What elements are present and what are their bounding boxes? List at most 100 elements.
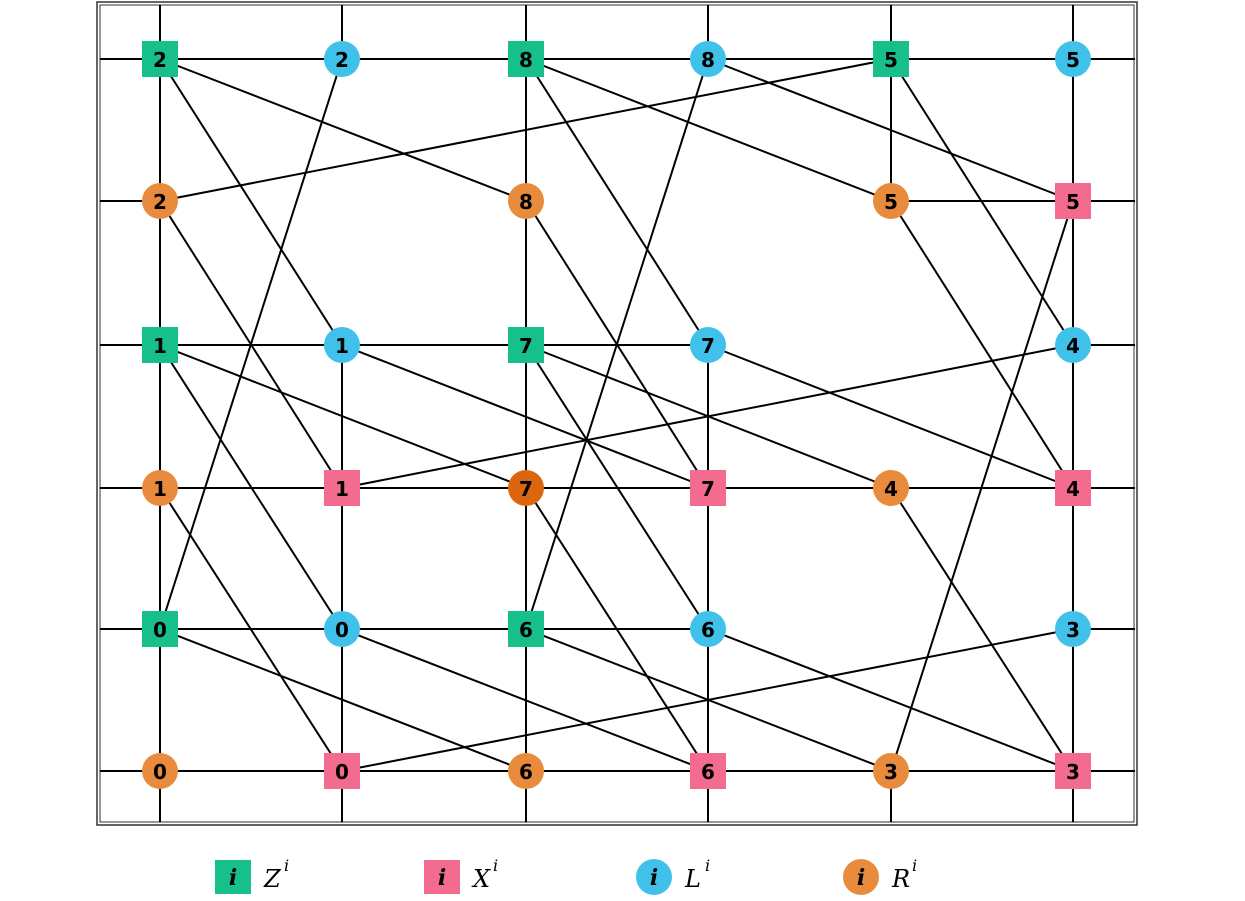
node-label: 0 [335,760,349,784]
circle-node [508,753,544,789]
square-node [873,41,909,77]
node-label: 0 [153,618,167,642]
node-label: 4 [1066,477,1080,501]
node-label: 8 [519,48,533,72]
node-label: 3 [884,760,898,784]
node-label: 7 [519,334,533,358]
square-node [690,470,726,506]
legend-square [424,860,460,894]
inner-border [99,4,1135,823]
square-node [1055,753,1091,789]
legend-symbol: Z [263,865,282,893]
edge [341,344,709,489]
circle-node [1055,611,1091,647]
edge [890,200,1074,489]
edge [525,200,709,489]
edge [525,344,709,630]
square-node [508,41,544,77]
circle-node [508,470,544,506]
legend-symbol: L [684,865,701,893]
node-label: 5 [1066,48,1080,72]
circle-node [508,183,544,219]
edge [159,487,343,772]
circle-node [690,327,726,363]
legend-superscript: i [912,856,917,875]
node-label: 0 [153,760,167,784]
node-label: 6 [519,760,533,784]
node-label: 7 [701,334,715,358]
edge [159,58,527,202]
edge [159,58,343,346]
node-label: 7 [701,477,715,501]
legend-square [215,860,251,894]
node-label: 2 [153,190,167,214]
node-label: 4 [1066,334,1080,358]
nodes: 2 2 8 8 5 5 2 8 5 5 1 1 7 7 4 1 1 7 7 4 4 0 0 6 6 3 0 0 6 6 3 3 [142,41,1091,789]
legend-symbol: X [471,865,491,893]
circle-node [1055,327,1091,363]
square-node [1055,470,1091,506]
square-node [324,753,360,789]
legend-circle [843,859,879,895]
edge [890,487,1074,772]
node-label: 5 [884,190,898,214]
node-label: 8 [519,190,533,214]
edge [525,58,892,202]
legend-superscript: i [493,856,498,875]
node-label: 2 [335,48,349,72]
node-label: 1 [335,477,349,501]
node-label: 1 [153,477,167,501]
circle-node [873,470,909,506]
node-label: 4 [884,477,898,501]
edge [159,58,892,202]
edge [159,200,343,489]
node-label: 6 [701,760,715,784]
circle-node [873,183,909,219]
square-node [324,470,360,506]
circle-node [690,611,726,647]
edge [525,487,709,772]
node-label: 5 [1066,190,1080,214]
circle-node [142,470,178,506]
edge [707,628,1074,772]
circle-node [324,41,360,77]
legend-marker: i [438,865,446,891]
square-node [142,611,178,647]
legend-superscript: i [284,856,289,875]
square-node [508,327,544,363]
edge [341,628,709,772]
edge [890,200,1074,772]
circle-node [873,753,909,789]
circle-node [142,183,178,219]
circle-node [324,327,360,363]
circle-node [142,753,178,789]
edge [341,344,1074,489]
circle-node [1055,41,1091,77]
node-label: 1 [335,334,349,358]
legend-marker: i [229,865,237,891]
legend-marker: i [650,865,658,891]
node-label: 7 [519,477,533,501]
square-node [690,753,726,789]
square-node [142,327,178,363]
legend-symbol: R [891,865,910,893]
node-label: 0 [335,618,349,642]
node-label: 3 [1066,760,1080,784]
node-label: 6 [519,618,533,642]
outer-border [96,1,1138,826]
legend-superscript: i [705,856,710,875]
legend-marker: i [857,865,865,891]
edge [707,344,1074,489]
node-label: 5 [884,48,898,72]
node-label: 8 [701,48,715,72]
node-label: 2 [153,48,167,72]
square-node [142,41,178,77]
legend-circle [636,859,672,895]
circle-node [690,41,726,77]
square-node [1055,183,1091,219]
node-label: 1 [153,334,167,358]
edge [159,344,343,630]
edge [341,628,1074,772]
